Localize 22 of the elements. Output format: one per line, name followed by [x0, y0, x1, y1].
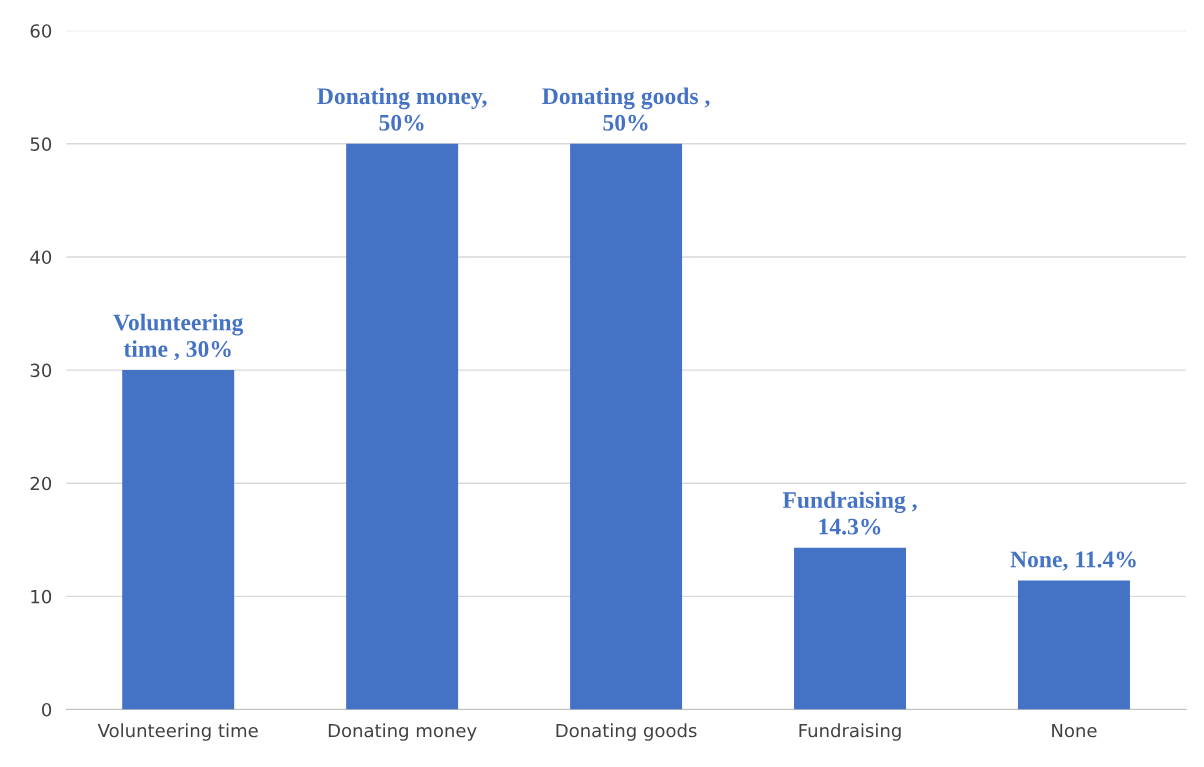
y-tick-label: 30 — [30, 363, 52, 378]
y-tick-label: 50 — [30, 137, 52, 151]
bar — [122, 370, 235, 710]
y-tick-label: 10 — [31, 589, 52, 604]
bar — [346, 143, 459, 710]
x-tick-label: Fundraising — [799, 723, 901, 741]
data-label: Donating money, 50% — [317, 87, 487, 131]
y-tick-label: 40 — [30, 250, 52, 265]
y-tick-label: 20 — [30, 476, 52, 491]
x-tick-label: Donating goods — [556, 723, 697, 741]
data-label: Volunteering time , 30% — [113, 313, 244, 361]
bar — [794, 547, 907, 710]
x-tick-label: None — [1052, 723, 1097, 738]
x-tick-label: Volunteering time — [97, 723, 258, 741]
data-label: Donating goods , 50% — [542, 87, 710, 131]
data-label: None, 11.4% — [1010, 551, 1136, 571]
data-label: Fundraising , 14.3% — [782, 491, 917, 535]
bar — [1017, 580, 1130, 710]
x-tick-label: Donating money — [328, 723, 477, 741]
y-tick-label: 0 — [42, 702, 52, 717]
y-tick-label: 60 — [30, 24, 52, 38]
bar — [570, 143, 683, 710]
